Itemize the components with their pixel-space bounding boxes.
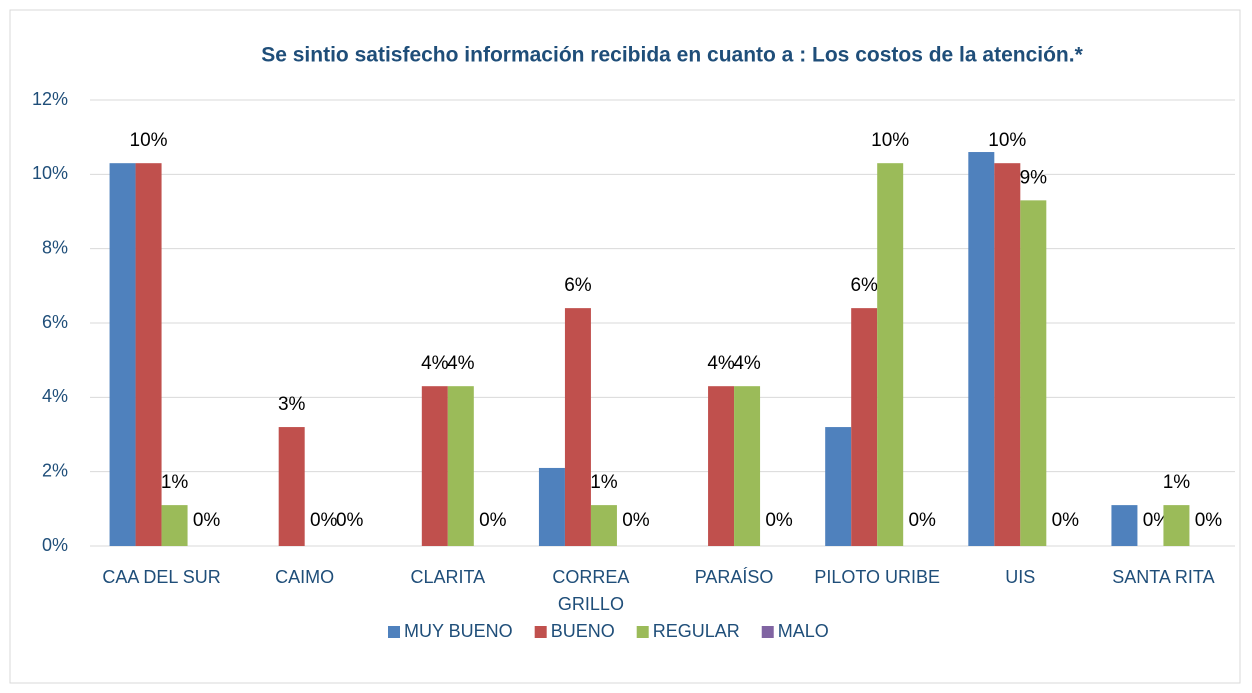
bar — [564, 308, 591, 546]
data-label: 1% — [1163, 472, 1191, 493]
legend-swatch — [534, 626, 547, 638]
x-tick-label: PARAÍSO — [695, 567, 774, 587]
x-tick-label: UIS — [1005, 567, 1035, 587]
data-label: 0% — [622, 510, 650, 531]
legend-label: BUENO — [551, 621, 615, 641]
bar — [877, 163, 904, 546]
legend-label: REGULAR — [653, 621, 740, 641]
data-label: 0% — [336, 510, 364, 531]
legend-swatch — [761, 626, 774, 638]
x-tick-label: CAA DEL SUR — [102, 567, 220, 587]
data-label: 6% — [564, 275, 592, 296]
bar — [590, 505, 617, 546]
chart-title: Se sintio satisfecho información recibid… — [261, 44, 1083, 67]
bar — [1020, 200, 1047, 546]
data-label: 0% — [1195, 510, 1223, 531]
bar — [278, 427, 305, 546]
legend-label: MALO — [778, 621, 829, 641]
data-label: 1% — [161, 472, 189, 493]
bar — [1111, 505, 1138, 546]
bar — [851, 308, 878, 546]
data-label: 4% — [447, 353, 475, 374]
data-label: 0% — [479, 510, 507, 531]
data-label: 10% — [130, 130, 168, 151]
bar — [161, 505, 188, 546]
y-tick-label: 12% — [32, 89, 68, 109]
x-tick-label: SANTA RITA — [1112, 567, 1214, 587]
y-tick-label: 0% — [42, 535, 68, 555]
data-label: 1% — [590, 472, 618, 493]
bar — [447, 386, 474, 546]
data-label: 0% — [1143, 510, 1171, 531]
bar — [734, 386, 761, 546]
data-label: 6% — [850, 275, 878, 296]
bar — [135, 163, 162, 546]
bar — [109, 163, 136, 546]
bar — [994, 163, 1021, 546]
data-label: 10% — [871, 130, 909, 151]
y-tick-label: 6% — [42, 312, 68, 332]
x-tick-label: CLARITA — [410, 567, 485, 587]
bar — [1163, 505, 1190, 546]
bar — [538, 467, 565, 546]
data-label: 4% — [733, 353, 761, 374]
x-tick-label: CAIMO — [275, 567, 334, 587]
data-label: 3% — [278, 394, 306, 415]
data-label: 0% — [1052, 510, 1080, 531]
bar — [421, 386, 448, 546]
data-label: 4% — [707, 353, 735, 374]
data-label: 0% — [908, 510, 936, 531]
data-label: 4% — [421, 353, 449, 374]
bar — [708, 386, 735, 546]
bar — [968, 152, 995, 547]
legend-label: MUY BUENO — [404, 621, 513, 641]
legend-swatch — [388, 626, 400, 638]
x-tick-label: CORREA GRILLO — [552, 567, 629, 614]
x-tick-label: PILOTO URIBE — [814, 567, 940, 587]
y-tick-label: 2% — [42, 460, 68, 480]
data-label: 10% — [988, 130, 1026, 151]
y-tick-label: 4% — [42, 386, 68, 406]
data-label: 0% — [765, 510, 793, 531]
data-label: 0% — [193, 510, 221, 531]
data-label: 9% — [1020, 167, 1048, 188]
data-label: 0% — [310, 510, 338, 531]
y-tick-label: 10% — [32, 163, 68, 183]
legend-swatch — [636, 626, 649, 638]
y-tick-label: 8% — [42, 237, 68, 257]
bar — [825, 427, 852, 546]
